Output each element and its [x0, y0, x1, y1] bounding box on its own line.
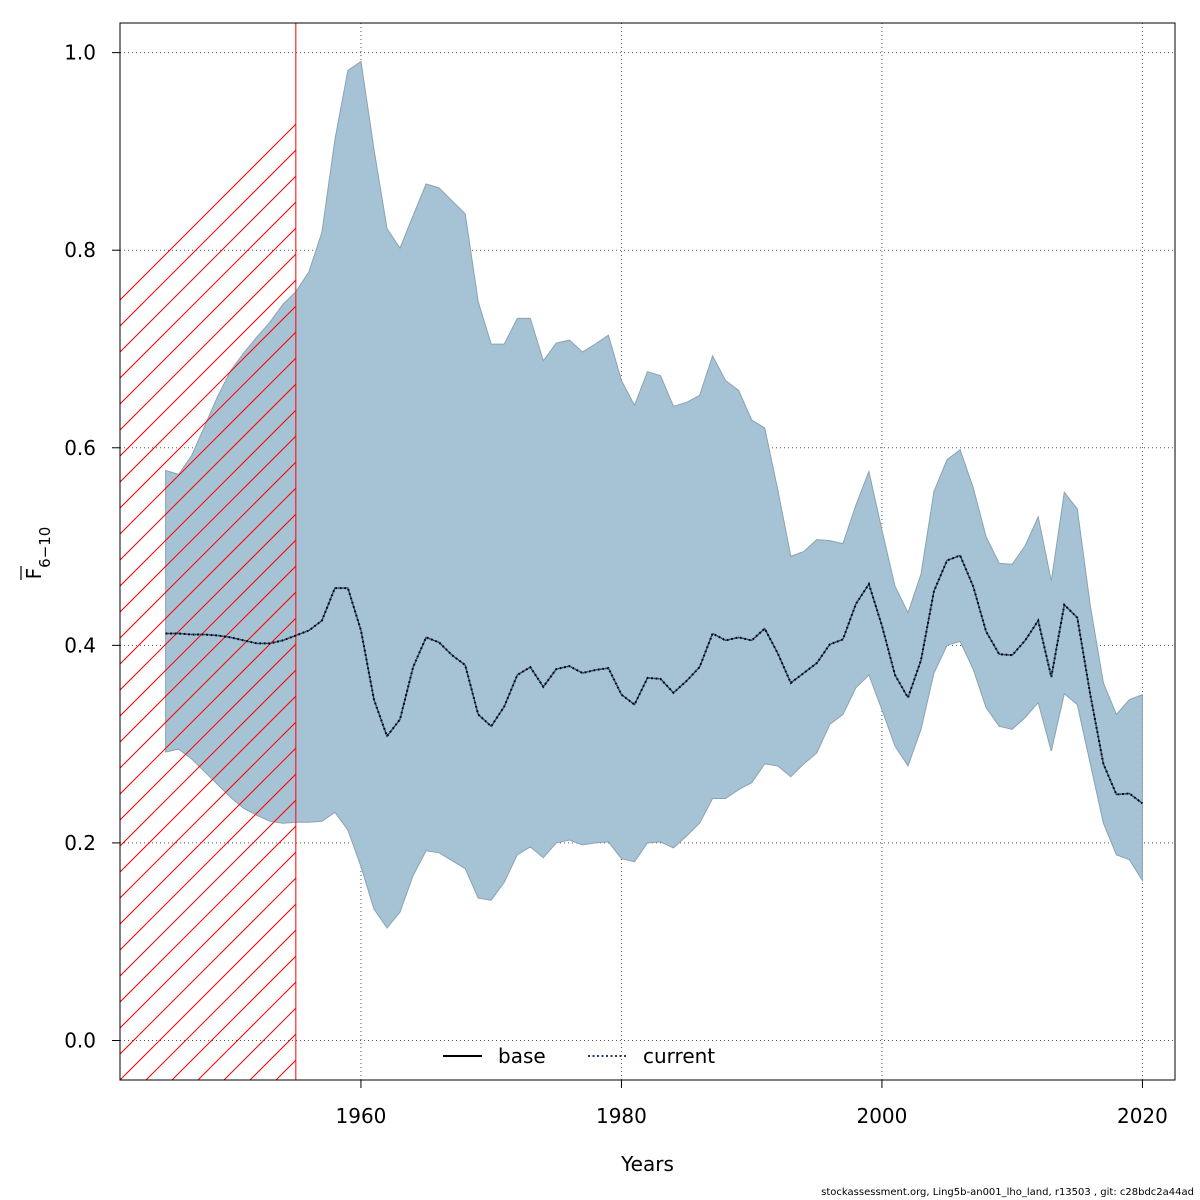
series-line-current-outline: [165, 554, 1144, 805]
x-tick-label: 2020: [1117, 1104, 1168, 1128]
x-axis-title: Years: [620, 1152, 674, 1176]
legend-label-current: current: [643, 1044, 715, 1068]
legend-label-base: base: [498, 1044, 546, 1068]
hatch-line: [120, 513, 296, 691]
hatch-line: [120, 461, 296, 639]
series-line-current: [165, 554, 1143, 804]
y-tick-label: 0.6: [64, 436, 96, 460]
y-tick-label: 1.0: [64, 41, 96, 65]
hatch-line: [978, 23, 1200, 1080]
y-tick-label: 0.0: [64, 1028, 96, 1052]
hatch-line: [120, 539, 296, 717]
y-tick-label: 0.2: [64, 831, 96, 855]
hatch-line: [1108, 23, 1200, 1080]
legend: base current: [443, 1044, 715, 1068]
confidence-band-layer: [165, 60, 1143, 929]
hatch-line: [120, 825, 296, 1003]
hatch-line: [120, 851, 296, 1029]
hatch-line: [120, 149, 296, 327]
x-tick-label: 1960: [336, 1104, 387, 1128]
svg-text:F6−10: F6−10: [22, 527, 54, 580]
x-tick-label: 2000: [856, 1104, 907, 1128]
hatch-line: [120, 877, 296, 1055]
hatch-line: [1160, 23, 1200, 1080]
hatch-line: [1186, 23, 1200, 1080]
footer-caption: stockassessment.org, Ling5b-an001_lho_la…: [821, 1187, 1194, 1198]
plot-frame: [119, 22, 1176, 1081]
y-tick-label: 0.8: [64, 238, 96, 262]
hatch-line: [120, 123, 296, 301]
y-axis-title-main: F: [22, 568, 46, 580]
hatch-line: [120, 175, 296, 353]
hatch-line: [120, 799, 296, 977]
series-line-layer: [165, 554, 1144, 805]
hatch-line: [120, 409, 296, 587]
hatch-line: [120, 435, 296, 613]
hatch-line: [120, 773, 296, 951]
hatch-line: [1082, 23, 1200, 1080]
y-tick-label: 0.4: [64, 633, 96, 657]
x-tick-label: 1980: [596, 1104, 647, 1128]
hatch-line: [120, 747, 296, 925]
y-axis-title: F6−10: [20, 527, 54, 580]
hatch-line: [120, 383, 296, 561]
y-axis-title-sub: 6−10: [36, 527, 54, 568]
hatch-line: [1134, 23, 1200, 1080]
axis-ticks: 1960 1980 2000 2020 0.0 0.2 0.4 0.6 0.8 1.0: [64, 41, 1168, 1128]
hatch-line: [120, 487, 296, 665]
confidence-band: [165, 60, 1143, 929]
